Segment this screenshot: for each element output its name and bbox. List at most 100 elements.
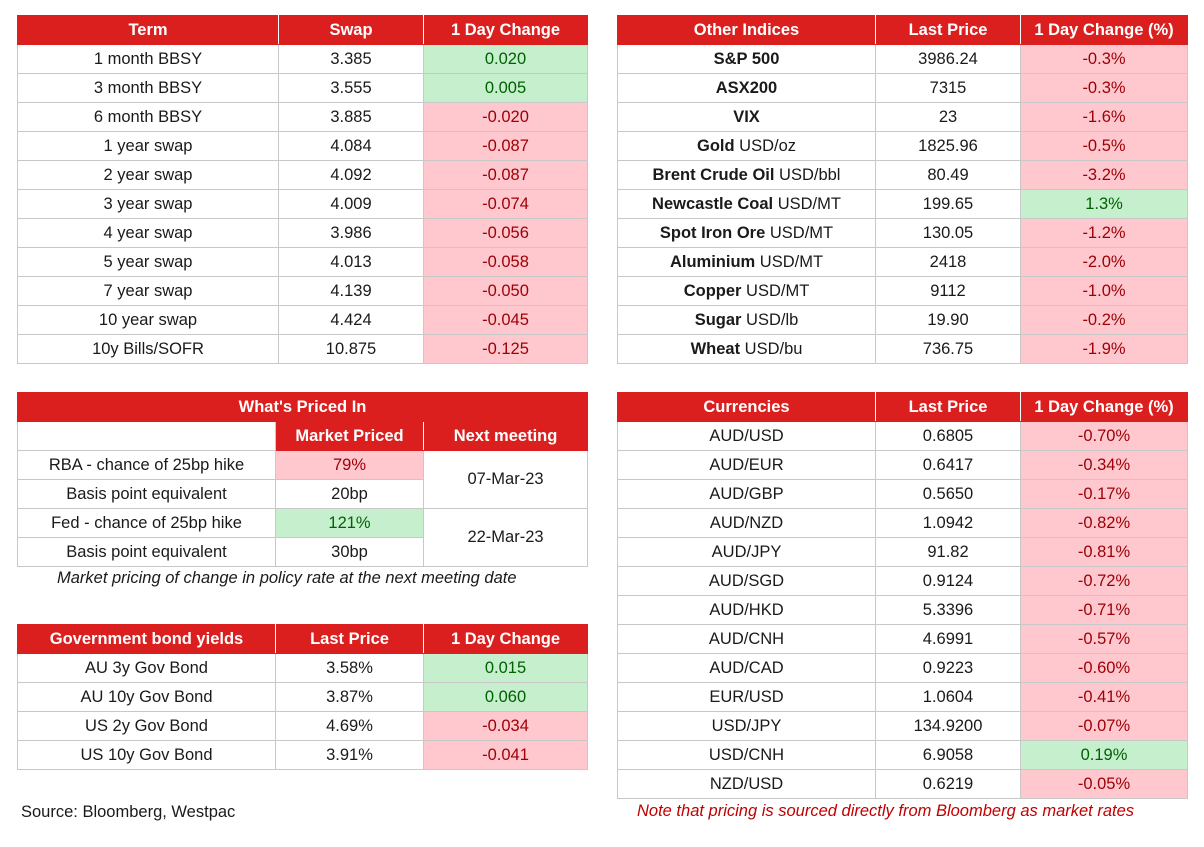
swap-table-body: 1 month BBSY 3.385 0.020 3 month BBSY 3.555 0… xyxy=(17,44,588,364)
currency-pair: NZD/USD xyxy=(617,769,876,799)
swap-change: -0.087 xyxy=(423,131,588,161)
indices-row: Wheat USD/bu 736.75 -1.9% xyxy=(617,334,1188,364)
index-name-cell: Gold USD/oz xyxy=(617,131,876,161)
swap-term: 3 year swap xyxy=(17,189,279,219)
index-price: 3986.24 xyxy=(875,44,1021,74)
indices-row: Aluminium USD/MT 2418 -2.0% xyxy=(617,247,1188,277)
currencies-row: AUD/NZD 1.0942 -0.82% xyxy=(617,508,1188,538)
currencies-header-pair: Currencies xyxy=(617,392,876,422)
currencies-table-header: Currencies Last Price 1 Day Change (%) xyxy=(617,392,1188,422)
swap-change: -0.058 xyxy=(423,247,588,277)
index-change: -0.5% xyxy=(1020,131,1188,161)
priced-in-title: What's Priced In xyxy=(16,392,589,422)
index-name: Wheat xyxy=(690,339,741,358)
bonds-header-price: Last Price xyxy=(275,624,424,654)
bonds-row: US 2y Gov Bond 4.69% -0.034 xyxy=(17,711,588,741)
swap-value: 3.555 xyxy=(278,73,424,103)
indices-row: Newcastle Coal USD/MT 199.65 1.3% xyxy=(617,189,1188,219)
swap-value: 3.986 xyxy=(278,218,424,248)
currencies-row: AUD/HKD 5.3396 -0.71% xyxy=(617,595,1188,625)
currency-change: -0.17% xyxy=(1020,479,1188,509)
index-change: -2.0% xyxy=(1020,247,1188,277)
swap-row: 4 year swap 3.986 -0.056 xyxy=(17,218,588,248)
priced-in-row-fed-bp: Basis point equivalent 30bp xyxy=(17,537,588,567)
bloomberg-note: Note that pricing is sourced directly fr… xyxy=(637,802,1135,820)
swap-change: 0.005 xyxy=(423,73,588,103)
swap-change: -0.074 xyxy=(423,189,588,219)
currency-price: 5.3396 xyxy=(875,595,1021,625)
index-price: 23 xyxy=(875,102,1021,132)
currency-price: 1.0942 xyxy=(875,508,1021,538)
currencies-row: AUD/SGD 0.9124 -0.72% xyxy=(617,566,1188,596)
currency-price: 1.0604 xyxy=(875,682,1021,712)
currencies-row: USD/CNH 6.9058 0.19% xyxy=(617,740,1188,770)
index-name-cell: Spot Iron Ore USD/MT xyxy=(617,218,876,248)
swap-header-term: Term xyxy=(17,15,279,45)
currencies-row: AUD/CNH 4.6991 -0.57% xyxy=(617,624,1188,654)
bonds-row: US 10y Gov Bond 3.91% -0.041 xyxy=(17,740,588,770)
swap-value: 4.424 xyxy=(278,305,424,335)
priced-in-table: What's Priced In Market Priced Next meet… xyxy=(16,392,589,567)
index-unit: USD/oz xyxy=(734,136,796,155)
currencies-row: EUR/USD 1.0604 -0.41% xyxy=(617,682,1188,712)
currencies-row: AUD/USD 0.6805 -0.70% xyxy=(617,421,1188,451)
currency-pair: AUD/HKD xyxy=(617,595,876,625)
index-change: -1.0% xyxy=(1020,276,1188,306)
swap-value: 4.084 xyxy=(278,131,424,161)
indices-row: Copper USD/MT 9112 -1.0% xyxy=(617,276,1188,306)
indices-row: Spot Iron Ore USD/MT 130.05 -1.2% xyxy=(617,218,1188,248)
bond-price: 3.58% xyxy=(275,653,424,683)
currency-pair: AUD/EUR xyxy=(617,450,876,480)
index-price: 736.75 xyxy=(875,334,1021,364)
index-change: -1.2% xyxy=(1020,218,1188,248)
index-change: -0.2% xyxy=(1020,305,1188,335)
currencies-header-change: 1 Day Change (%) xyxy=(1020,392,1188,422)
index-price: 7315 xyxy=(875,73,1021,103)
currency-pair: AUD/CAD xyxy=(617,653,876,683)
swap-value: 4.013 xyxy=(278,247,424,277)
index-name-cell: Copper USD/MT xyxy=(617,276,876,306)
currency-change: -0.72% xyxy=(1020,566,1188,596)
rba-bp-value: 20bp xyxy=(275,479,424,509)
currency-price: 91.82 xyxy=(875,537,1021,567)
bond-change: -0.034 xyxy=(423,711,588,741)
swap-row: 1 month BBSY 3.385 0.020 xyxy=(17,44,588,74)
index-price: 199.65 xyxy=(875,189,1021,219)
swap-term: 1 year swap xyxy=(17,131,279,161)
swap-term: 7 year swap xyxy=(17,276,279,306)
index-price: 80.49 xyxy=(875,160,1021,190)
swap-row: 1 year swap 4.084 -0.087 xyxy=(17,131,588,161)
index-unit: USD/bu xyxy=(740,339,803,358)
currency-change: -0.81% xyxy=(1020,537,1188,567)
swap-row: 6 month BBSY 3.885 -0.020 xyxy=(17,102,588,132)
currencies-header-price: Last Price xyxy=(875,392,1021,422)
priced-in-row-fed: Fed - chance of 25bp hike 121% 22-Mar-23 xyxy=(17,508,589,567)
index-name: Aluminium xyxy=(669,252,756,271)
swap-header-swap: Swap xyxy=(278,15,424,45)
index-unit: USD/MT xyxy=(755,252,824,271)
bonds-table: Government bond yields Last Price 1 Day … xyxy=(17,624,588,770)
index-name-cell: ASX200 xyxy=(617,73,876,103)
currencies-row: AUD/EUR 0.6417 -0.34% xyxy=(617,450,1188,480)
index-name: VIX xyxy=(733,107,760,126)
priced-in-blank-header xyxy=(17,421,276,451)
fed-bp-label: Basis point equivalent xyxy=(17,537,276,567)
swap-value: 3.885 xyxy=(278,102,424,132)
currency-pair: USD/JPY xyxy=(617,711,876,741)
rba-bp-label: Basis point equivalent xyxy=(17,479,276,509)
swap-row: 3 year swap 4.009 -0.074 xyxy=(17,189,588,219)
swap-table: Term Swap 1 Day Change 1 month BBSY 3.385… xyxy=(17,15,588,364)
bonds-table-body: AU 3y Gov Bond 3.58% 0.015 AU 10y Gov Bond 3… xyxy=(17,653,588,770)
bonds-row: AU 10y Gov Bond 3.87% 0.060 xyxy=(17,682,588,712)
index-name-cell: Aluminium USD/MT xyxy=(617,247,876,277)
currencies-table: Currencies Last Price 1 Day Change (%) A… xyxy=(617,392,1188,799)
swap-value: 3.385 xyxy=(278,44,424,74)
currency-pair: AUD/GBP xyxy=(617,479,876,509)
index-price: 9112 xyxy=(875,276,1021,306)
index-price: 19.90 xyxy=(875,305,1021,335)
currency-price: 0.9223 xyxy=(875,653,1021,683)
indices-row: Gold USD/oz 1825.96 -0.5% xyxy=(617,131,1188,161)
currencies-row: NZD/USD 0.6219 -0.05% xyxy=(617,769,1188,799)
currency-price: 134.9200 xyxy=(875,711,1021,741)
currency-pair: AUD/USD xyxy=(617,421,876,451)
